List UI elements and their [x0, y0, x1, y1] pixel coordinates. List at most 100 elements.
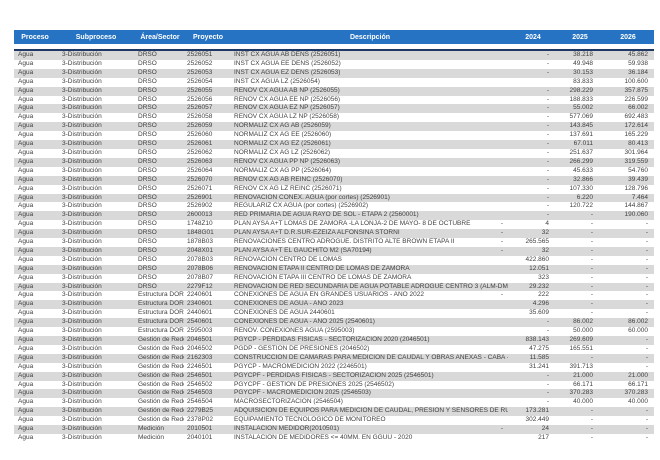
cell-descripcion: RENOV CX AG AB REINC (2526070) [232, 175, 508, 185]
table-row[interactable]: Agua 3-Distribución DRSO 2526062 NORMALI… [14, 148, 654, 158]
cell-subproceso: 3-Distribución [56, 264, 136, 274]
table-row[interactable]: Agua 3-Distribución Gestión de Redes 254… [14, 389, 654, 399]
col-header-descripcion[interactable]: Descripción [232, 30, 508, 44]
table-row[interactable]: Agua 3-Distribución Gestión de Redes 227… [14, 407, 654, 417]
descripcion-text: EQUIPAMIENTO TECNOLÓGICO DE MONITOREO [234, 416, 386, 424]
col-header-proyecto[interactable]: Proyecto [184, 30, 232, 44]
table-row[interactable]: Agua 3-Distribución Gestión de Redes 254… [14, 398, 654, 408]
cell-subproceso: 3-Distribución [56, 353, 136, 363]
table-header-row: Proceso Subproceso Área/Sector Proyecto … [14, 30, 654, 44]
descripcion-text: NORMALIZ CX AG EE (2526060) [234, 131, 332, 139]
cell-2026: - [602, 336, 654, 345]
table-row[interactable]: Agua 3-Distribución Medición 2040101 INS… [14, 433, 654, 443]
cell-proceso: Agua [14, 211, 56, 221]
table-row[interactable]: Agua 3-Distribución DRSO 1748Z10 - PLAN … [14, 220, 654, 230]
cell-area-sector: DRSO [136, 255, 184, 265]
cell-2026: 370.283 [602, 389, 654, 399]
table-row[interactable]: Agua 3-Distribución Estructura DOR 24406… [14, 309, 654, 319]
cell-subproceso: 3-Distribución [56, 300, 136, 310]
table-row[interactable]: Agua 3-Distribución Gestión de Redes 237… [14, 416, 654, 426]
table-row[interactable]: Agua 3-Distribución Gestión de Redes 224… [14, 362, 654, 372]
table-row[interactable]: Agua 3-Distribución DRSO 2526901 RENOVAC… [14, 193, 654, 203]
cell-2026: - [602, 220, 654, 230]
cell-descripcion: RENOVACIÓN CENTRO DE LOMAS [232, 255, 508, 265]
cell-2025: - [558, 264, 602, 274]
descripcion-text: REGULARIZ CX AGUA (por cortes) (2526902) [234, 202, 369, 210]
cell-proceso: Agua [14, 140, 56, 149]
table-row[interactable]: Agua 3-Distribución DRSO 2048X01 - PLAN … [14, 246, 654, 256]
table-row[interactable]: Agua 3-Distribución DRSO 2526051 INST CX… [14, 49, 654, 60]
cell-proyecto: 2600013 [184, 211, 232, 221]
table-row[interactable]: Agua 3-Distribución DRSO 2526070 RENOV C… [14, 175, 654, 185]
col-header-area-sector[interactable]: Área/Sector [136, 30, 184, 44]
table-row[interactable]: Agua 3-Distribución Gestión de Redes 254… [14, 380, 654, 390]
cell-subproceso: 3-Distribución [56, 318, 136, 328]
table-row[interactable]: Agua 3-Distribución DRSO 2526055 RENOV C… [14, 86, 654, 96]
cell-area-sector: Gestión de Redes [136, 371, 184, 381]
table-row[interactable]: Agua 3-Distribución Estructura DOR 25406… [14, 318, 654, 328]
table-row[interactable]: Agua 3-Distribución Gestión de Redes 204… [14, 344, 654, 354]
cell-2024: 838.143 [508, 336, 558, 345]
table-row[interactable]: Agua 3-Distribución DRSO 2526056 RENOV C… [14, 95, 654, 105]
table-row[interactable]: Agua 3-Distribución DRSO 2526052 INST CX… [14, 59, 654, 69]
cell-2025: 66.171 [558, 380, 602, 390]
table-row[interactable]: Agua 3-Distribución DRSO 2526059 NORMALI… [14, 122, 654, 132]
cell-proceso: Agua [14, 157, 56, 167]
table-row[interactable]: Agua 3-Distribución DRSO 2526061 NORMALI… [14, 140, 654, 149]
table-row[interactable]: Agua 3-Distribución DRSO 2526902 REGULAR… [14, 202, 654, 212]
table-row[interactable]: Agua 3-Distribución DRSO 2078B03 RENOVAC… [14, 255, 654, 265]
table-row[interactable]: Agua 3-Distribución DRSO 2526053 INST CX… [14, 68, 654, 78]
cell-area-sector: Gestión de Redes [136, 380, 184, 390]
table-row[interactable]: Agua 3-Distribución DRSO 2526057 RENOV C… [14, 104, 654, 114]
table-row[interactable]: Agua 3-Distribución DRSO 1878B03 - RENOV… [14, 238, 654, 247]
cell-2024: - [508, 193, 558, 203]
cell-2026: 226.599 [602, 95, 654, 105]
cell-area-sector: DRSO [136, 148, 184, 158]
cell-2026: 319.559 [602, 157, 654, 167]
cell-proyecto: 2046501 [184, 336, 232, 345]
table-row[interactable]: Agua 3-Distribución DRSO 1848G01 - PLAN … [14, 229, 654, 239]
cell-descripcion: RED PRIMARIA DE AGUA RAYO DE SOL - ETAPA… [232, 211, 508, 221]
col-header-2025[interactable]: 2025 [558, 30, 602, 44]
cell-2024: - [508, 95, 558, 105]
table-row[interactable]: Agua 3-Distribución DRSO 2526063 RENOV C… [14, 157, 654, 167]
cell-subproceso: 3-Distribución [56, 211, 136, 221]
table-row[interactable]: Agua 3-Distribución Estructura DOR 25950… [14, 327, 654, 336]
table-row[interactable]: Agua 3-Distribución DRSO 2526060 NORMALI… [14, 131, 654, 141]
cell-proceso: Agua [14, 282, 56, 292]
table-row[interactable]: Agua 3-Distribución Gestión de Redes 204… [14, 336, 654, 345]
col-header-subproceso[interactable]: Subproceso [56, 30, 136, 44]
cell-proyecto: 2526070 [184, 175, 232, 185]
table-row[interactable]: Agua 3-Distribución DRSO 2279F12 RENOVAC… [14, 282, 654, 292]
col-header-2026[interactable]: 2026 [602, 30, 654, 44]
table-row[interactable]: Agua 3-Distribución Gestión de Redes 216… [14, 353, 654, 363]
descripcion-text: INST CX AGUA AB DENS (2526051) [234, 51, 341, 58]
table-row[interactable]: Agua 3-Distribución DRSO 2526071 RENOV C… [14, 184, 654, 194]
col-header-proceso[interactable]: Proceso [14, 30, 56, 44]
table-row[interactable]: Agua 3-Distribución Estructura DOR 22406… [14, 291, 654, 301]
cell-subproceso: 3-Distribución [56, 166, 136, 176]
cell-descripcion: RENOV CX AG LZ REINC (2526071) [232, 184, 508, 194]
cell-proceso: Agua [14, 318, 56, 328]
table-row[interactable]: Agua 3-Distribución DRSO 2078B07 RENOVAC… [14, 273, 654, 283]
cell-subproceso: 3-Distribución [56, 291, 136, 301]
cell-2026: - [602, 309, 654, 319]
cell-area-sector: DRSO [136, 193, 184, 203]
cell-proceso: Agua [14, 344, 56, 354]
cell-area-sector: Estructura DOR [136, 300, 184, 310]
table-row[interactable]: Agua 3-Distribución DRSO 2526054 INST CX… [14, 77, 654, 87]
cell-2026: 190.060 [602, 211, 654, 221]
cell-descripcion: - CONEXIONES DE AGUA EN GRANDES USUARIOS… [232, 291, 508, 301]
table-row[interactable]: Agua 3-Distribución Estructura DOR 23406… [14, 300, 654, 310]
table-row[interactable]: Agua 3-Distribución DRSO 2078B06 RENOVAC… [14, 264, 654, 274]
table-row[interactable]: Agua 3-Distribución DRSO 2526058 RENOV C… [14, 113, 654, 123]
table-row[interactable]: Agua 3-Distribución Medición 2010501 - I… [14, 425, 654, 434]
table-row[interactable]: Agua 3-Distribución DRSO 2600013 RED PRI… [14, 211, 654, 221]
cell-proceso: Agua [14, 49, 56, 60]
cell-descripcion: INST CX AGUA EE DENS (2526052) [232, 59, 508, 69]
table-row[interactable]: Agua 3-Distribución DRSO 2526064 NORMALI… [14, 166, 654, 176]
cell-2025: 251.637 [558, 148, 602, 158]
cell-area-sector: DRSO [136, 211, 184, 221]
table-row[interactable]: Agua 3-Distribución Gestión de Redes 254… [14, 371, 654, 381]
col-header-2024[interactable]: 2024 [508, 30, 558, 44]
